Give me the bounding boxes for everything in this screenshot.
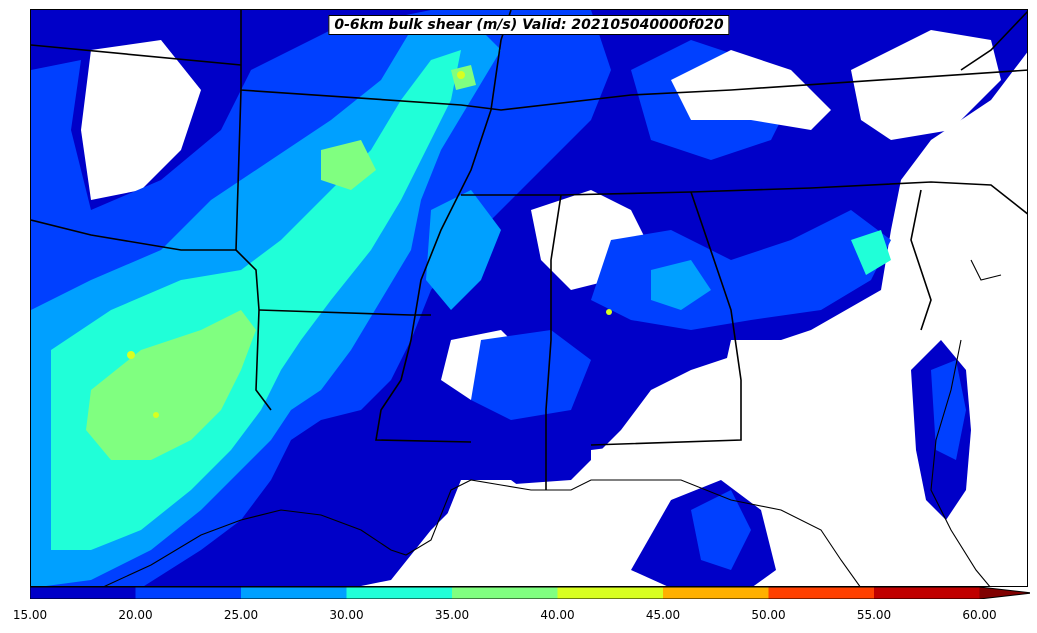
colorbar-tick-label: 50.00 [751, 608, 786, 622]
map-panel: 0-6km bulk shear (m/s) Valid: 2021050400… [30, 9, 1028, 587]
colorbar-tick-label: 45.00 [645, 608, 681, 622]
colorbar-extend-arrow [979, 587, 1030, 599]
colorbar-segment [874, 587, 980, 599]
colorbar-segment [135, 587, 241, 599]
colorbar-tick-label: 55.00 [856, 608, 892, 622]
colorbar-tick-label: 25.00 [223, 608, 259, 622]
shear-map [31, 10, 1027, 586]
colorbar-segment [241, 587, 347, 599]
coastline [104, 259, 1002, 586]
colorbar-tick-label: 60.00 [962, 608, 997, 622]
colorbar-segment [663, 587, 769, 599]
colorbar-tick-label: 30.00 [329, 608, 364, 622]
shear-band-40 [127, 71, 612, 418]
colorbar-outline [30, 587, 1030, 599]
colorbar-tick-label: 15.00 [12, 608, 48, 622]
colorbar-segment [30, 587, 136, 599]
state-boundaries [31, 10, 1027, 490]
colorbar-tick-label: 40.00 [540, 608, 575, 622]
colorbar-tick-label: 20.00 [118, 608, 153, 622]
colorbar [30, 587, 1030, 599]
colorbar-segment [452, 587, 558, 599]
shear-band-35 [86, 65, 476, 460]
plot-title: 0-6km bulk shear (m/s) Valid: 2021050400… [328, 15, 730, 35]
colorbar-segment [557, 587, 663, 599]
colorbar-segment [346, 587, 452, 599]
colorbar-tick-label: 35.00 [434, 608, 470, 622]
colorbar-segment [768, 587, 874, 599]
